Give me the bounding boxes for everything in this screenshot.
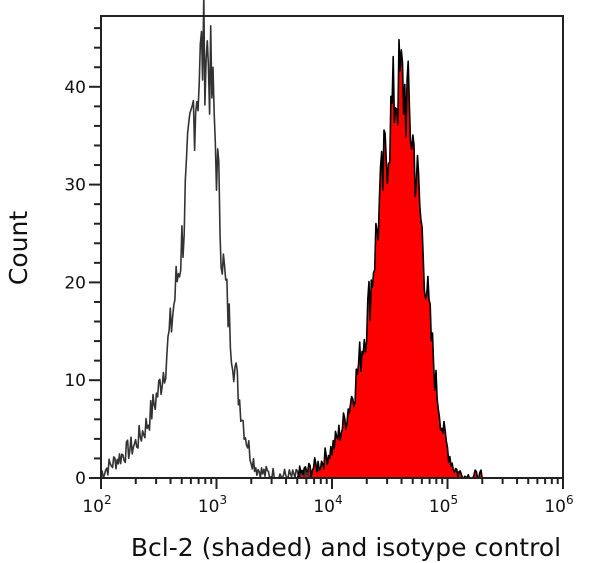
x-tick-label: 105 <box>429 493 458 517</box>
y-tick-label: 0 <box>75 469 86 489</box>
y-axis: 0 10 20 30 40 <box>64 27 101 489</box>
x-tick-label: 104 <box>313 493 342 517</box>
x-axis-title: Bcl-2 (shaded) and isotype control <box>131 533 561 562</box>
bcl2-histogram-fill <box>297 39 483 478</box>
plot-frame <box>100 15 564 479</box>
y-axis-title: Count <box>4 211 33 285</box>
x-tick-label: 106 <box>544 493 573 517</box>
bcl2-filled-histogram <box>297 39 483 478</box>
bcl2-histogram-outline <box>296 38 483 479</box>
x-axis: 102 103 104 105 106 <box>82 478 574 517</box>
y-tick-label: 40 <box>64 78 86 98</box>
x-tick-label: 103 <box>198 493 227 517</box>
x-tick-label: 102 <box>82 493 111 517</box>
y-tick-label: 20 <box>64 273 86 293</box>
y-tick-label: 10 <box>64 371 86 391</box>
y-tick-label: 30 <box>64 176 86 196</box>
isotype-control-histogram-line <box>100 0 310 479</box>
